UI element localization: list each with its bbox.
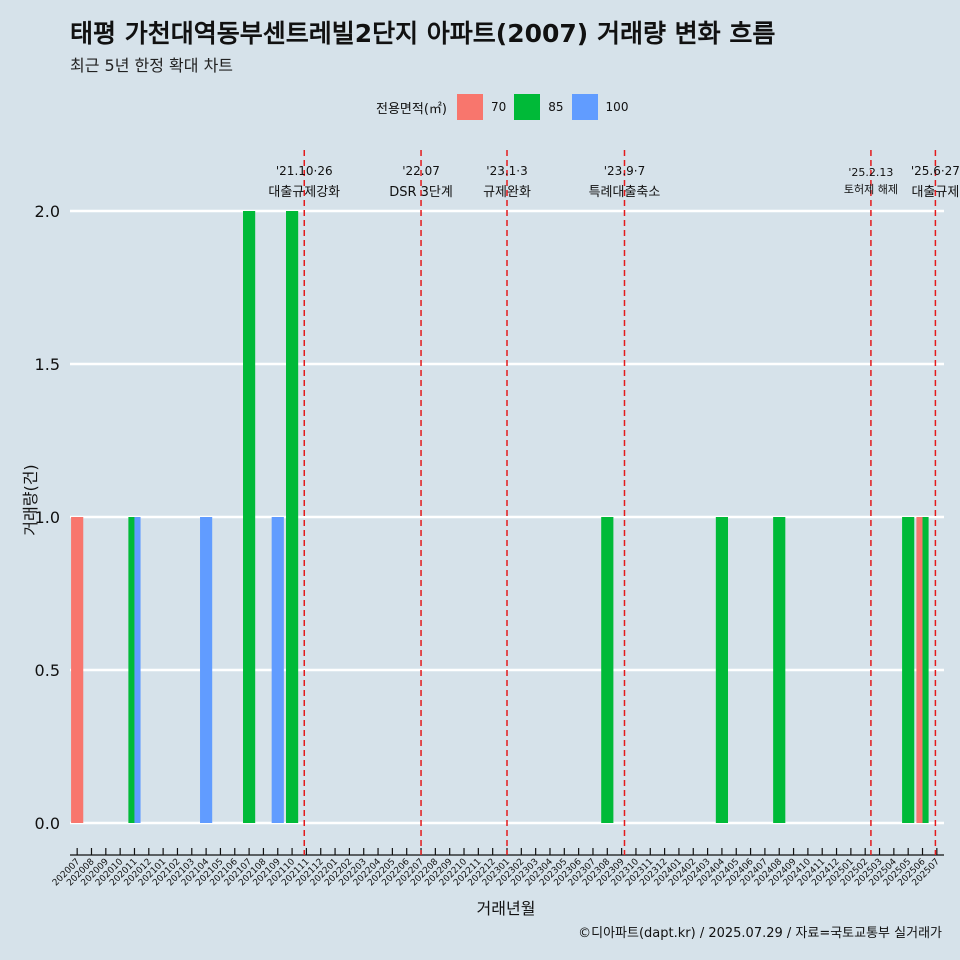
- legend-label-85: 85: [548, 100, 564, 114]
- chart-subtitle: 최근 5년 한정 확대 차트: [70, 56, 234, 75]
- bar-70-202007: [71, 517, 84, 823]
- chart-title: 태평 가천대역동부센트레빌2단지 아파트(2007) 거래량 변화 흐름: [70, 19, 776, 48]
- bar-85-202011: [128, 517, 135, 823]
- event-name-label: DSR 3단계: [389, 185, 453, 200]
- y-tick-label: 0.5: [35, 661, 60, 680]
- y-tick-label: 0.0: [35, 814, 60, 833]
- bar-85-202505: [902, 517, 915, 823]
- y-tick-label: 1.5: [35, 355, 60, 374]
- legend-item-70: 70: [456, 94, 507, 120]
- event-date-label: '22.07: [402, 164, 440, 178]
- y-tick-label: 2.0: [35, 202, 60, 221]
- legend: 전용면적(㎡) 70 85 100: [376, 92, 636, 122]
- bar-85-202506: [922, 517, 929, 823]
- legend-swatch-100: [571, 94, 598, 120]
- legend-swatch-70: [456, 94, 483, 120]
- legend-item-85: 85: [514, 94, 564, 120]
- event-date-label: '23.9·7: [604, 164, 645, 178]
- event-name-label: 특례대출축소: [589, 185, 661, 200]
- bar-100-202109: [271, 517, 284, 823]
- legend-label-100: 100: [605, 100, 629, 114]
- event-name-label: 토허제 해제: [844, 182, 898, 196]
- event-date-label: '25.6·27: [911, 164, 960, 178]
- event-date-label: '25.2.13: [848, 166, 893, 179]
- y-tick-label: 1.0: [35, 508, 60, 527]
- bar-85-202408: [773, 517, 786, 823]
- bar-85-202107: [243, 211, 256, 823]
- legend-swatch-85: [514, 94, 541, 120]
- legend-label-70: 70: [490, 100, 507, 114]
- event-name-label: 대출규제: [911, 185, 959, 200]
- bar-100-202011: [134, 517, 141, 823]
- event-name-label: 대출규제강화: [268, 185, 340, 200]
- event-name-label: 규제완화: [483, 185, 531, 200]
- bar-85-202308: [601, 517, 614, 823]
- y-axis-title: 거래량(건): [21, 464, 40, 535]
- bar-70-202506: [916, 517, 923, 823]
- legend-title: 전용면적(㎡): [376, 101, 447, 117]
- x-axis-title: 거래년월: [477, 899, 536, 918]
- event-date-label: '23.1·3: [486, 164, 527, 178]
- bar-85-202404: [715, 517, 729, 823]
- source-caption: ©디아파트(dapt.kr) / 2025.07.29 / 자료=국토교통부 실…: [578, 926, 942, 941]
- event-date-label: '21.10·26: [276, 164, 333, 178]
- bar-85-202110: [285, 211, 299, 823]
- bar-100-202104: [200, 517, 213, 823]
- legend-item-100: 100: [571, 94, 629, 120]
